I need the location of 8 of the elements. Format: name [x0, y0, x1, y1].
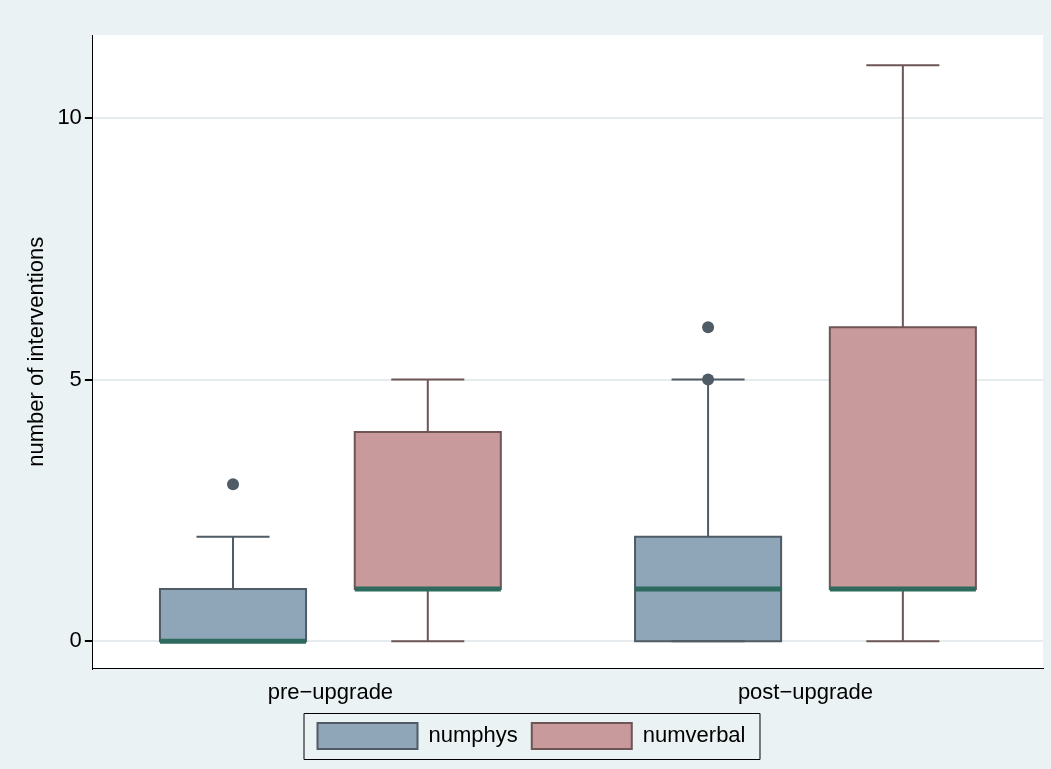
y-tick-label: 0 — [69, 627, 82, 653]
legend-label: numphys — [428, 722, 518, 748]
x-tick-label: pre−upgrade — [267, 678, 394, 704]
legend-label: numverbal — [642, 722, 746, 748]
y-tick-label: 10 — [57, 103, 82, 129]
x-tick-label: post−upgrade — [737, 678, 874, 704]
y-tick-label: 5 — [69, 365, 82, 391]
y-axis-title: number of interventions — [23, 236, 49, 467]
